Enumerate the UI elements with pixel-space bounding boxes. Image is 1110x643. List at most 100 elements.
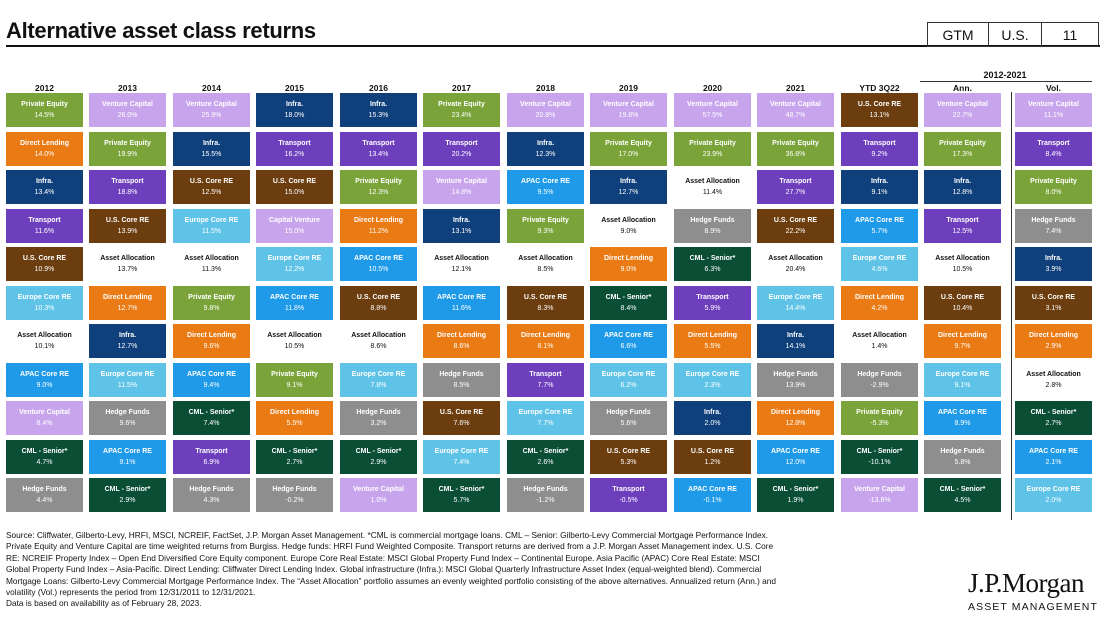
cell-asset-label: CML - Senior* bbox=[355, 447, 402, 455]
quilt-cell: Infra. 3.9% bbox=[1015, 247, 1092, 281]
period-header: 2012-2021 bbox=[983, 70, 1027, 80]
cell-asset-label: Europe Core RE bbox=[17, 293, 72, 301]
cell-asset-label: Hedge Funds bbox=[189, 486, 234, 493]
cell-asset-label: Infra. bbox=[202, 139, 221, 147]
cell-return-value: 9.5% bbox=[537, 189, 554, 196]
cell-return-value: 4.6% bbox=[871, 266, 888, 273]
quilt-cell: CML - Senior* 6.3% bbox=[674, 247, 751, 281]
cell-return-value: 3.9% bbox=[1045, 266, 1062, 273]
cell-return-value: 10.5% bbox=[952, 266, 973, 273]
cell-return-value: 10.1% bbox=[34, 343, 55, 350]
quilt-cell: CML - Senior* 1.9% bbox=[757, 478, 834, 512]
footnote-line: Data is based on availability as of Febr… bbox=[6, 598, 202, 609]
cell-return-value: 23.4% bbox=[451, 112, 472, 119]
quilt-cell: APAC Core RE 6.6% bbox=[590, 324, 667, 358]
cell-return-value: 20.8% bbox=[535, 112, 556, 119]
cell-return-value: 7.7% bbox=[537, 381, 554, 389]
quilt-cell: Hedge Funds 8.5% bbox=[423, 362, 500, 397]
quilt-cell: Europe Core RE 12.2% bbox=[256, 247, 333, 281]
quilt-cell: Direct Lending 5.5% bbox=[256, 401, 333, 435]
cell-return-value: 7.4% bbox=[453, 458, 470, 466]
cell-return-value: 48.7% bbox=[785, 112, 806, 119]
cell-return-value: 8.8% bbox=[370, 304, 387, 312]
cell-return-value: 5.3% bbox=[620, 458, 637, 466]
quilt-cell: Europe Core RE 9.1% bbox=[924, 362, 1001, 397]
cell-asset-label: Europe Core RE bbox=[351, 370, 406, 378]
cell-asset-label: U.S. Core RE bbox=[773, 216, 818, 224]
cell-return-value: -1.2% bbox=[536, 497, 555, 504]
cell-return-value: 9.1% bbox=[286, 381, 303, 389]
quilt-cell: Europe Core RE 7.8% bbox=[340, 362, 417, 397]
cell-return-value: 7.8% bbox=[370, 381, 387, 389]
quilt-cell: Private Equity 8.0% bbox=[1015, 170, 1092, 204]
cell-asset-label: Infra. bbox=[35, 178, 54, 185]
cell-return-value: -0.1% bbox=[703, 497, 722, 504]
quilt-cell: Venture Capital 1.0% bbox=[340, 478, 417, 512]
quilt-cell: U.S. Core RE 12.5% bbox=[173, 170, 250, 204]
column-header: Vol. bbox=[1046, 83, 1061, 93]
cell-return-value: 15.5% bbox=[201, 150, 222, 158]
cell-asset-label: Infra. bbox=[452, 216, 471, 224]
cell-return-value: -13.6% bbox=[868, 497, 891, 504]
cell-asset-label: Europe Core RE bbox=[100, 370, 155, 378]
quilt-cell: Europe Core RE 11.5% bbox=[89, 362, 166, 397]
quilt-cell: Venture Capital 11.1% bbox=[1015, 93, 1092, 127]
cell-return-value: 8.4% bbox=[620, 304, 637, 312]
cell-asset-label: Venture Capital bbox=[353, 486, 404, 493]
cell-asset-label: U.S. Core RE bbox=[189, 178, 234, 185]
quilt-cell: Hedge Funds 8.9% bbox=[674, 208, 751, 243]
cell-asset-label: CML - Senior* bbox=[856, 447, 903, 455]
cell-return-value: 18.8% bbox=[117, 189, 138, 196]
cell-asset-label: Private Equity bbox=[689, 139, 736, 147]
cell-return-value: 14.5% bbox=[34, 112, 55, 119]
cell-return-value: 8.9% bbox=[704, 227, 721, 235]
cell-asset-label: Europe Core RE bbox=[267, 255, 322, 262]
quilt-cell: APAC Core RE 8.9% bbox=[924, 401, 1001, 435]
quilt-cell: Infra. 12.7% bbox=[89, 324, 166, 358]
cell-return-value: 11.8% bbox=[284, 304, 305, 312]
quilt-cell: Hedge Funds -1.2% bbox=[507, 478, 584, 512]
cell-asset-label: CML - Senior* bbox=[21, 447, 68, 455]
cell-asset-label: Europe Core RE bbox=[184, 216, 239, 224]
quilt-cell: APAC Core RE 9.4% bbox=[173, 362, 250, 397]
cell-return-value: 2.9% bbox=[119, 497, 136, 504]
quilt-cell: Direct Lending 9.7% bbox=[924, 324, 1001, 358]
quilt-cell: Hedge Funds 7.4% bbox=[1015, 208, 1092, 243]
cell-return-value: 8.1% bbox=[537, 343, 554, 350]
quilt-cell: CML - Senior* 2.9% bbox=[89, 478, 166, 512]
cell-return-value: 2.7% bbox=[1045, 420, 1062, 427]
cell-return-value: 13.1% bbox=[451, 227, 472, 235]
cell-return-value: 12.0% bbox=[785, 458, 806, 466]
quilt-cell: Private Equity 9.3% bbox=[507, 208, 584, 243]
cell-return-value: 16.2% bbox=[284, 150, 305, 158]
cell-return-value: 13.4% bbox=[34, 189, 55, 196]
cell-asset-label: Transport bbox=[863, 139, 896, 147]
cell-asset-label: U.S. Core RE bbox=[105, 216, 150, 224]
cell-return-value: 9.0% bbox=[620, 227, 637, 235]
page-number-badge: 11 bbox=[1062, 26, 1078, 43]
column-header: Ann. bbox=[953, 83, 972, 93]
cell-return-value: 9.1% bbox=[954, 381, 971, 389]
cell-asset-label: CML - Senior* bbox=[772, 486, 819, 493]
quilt-cell: Hedge Funds 5.6% bbox=[590, 401, 667, 435]
cell-asset-label: Asset Allocation bbox=[351, 332, 406, 339]
quilt-cell: Direct Lending 2.9% bbox=[1015, 324, 1092, 358]
cell-asset-label: Transport bbox=[612, 486, 645, 493]
cell-return-value: 3.2% bbox=[370, 420, 387, 427]
cell-return-value: 14.4% bbox=[785, 304, 806, 312]
quilt-cell: Private Equity 17.0% bbox=[590, 131, 667, 166]
cell-return-value: 20.2% bbox=[451, 150, 472, 158]
cell-asset-label: Transport bbox=[779, 178, 812, 185]
cell-return-value: 5.5% bbox=[704, 343, 721, 350]
cell-return-value: 10.5% bbox=[368, 266, 389, 273]
cell-asset-label: Direct Lending bbox=[186, 332, 236, 339]
cell-asset-label: APAC Core RE bbox=[604, 332, 653, 339]
cell-asset-label: Asset Allocation bbox=[601, 216, 656, 224]
quilt-cell: Transport 16.2% bbox=[256, 131, 333, 166]
cell-return-value: 11.3% bbox=[201, 266, 222, 273]
cell-return-value: 17.3% bbox=[952, 150, 973, 158]
cell-return-value: 9.1% bbox=[119, 458, 136, 466]
footnote-line: Source: Cliffwater, Gilberto-Levy, HRFI,… bbox=[6, 530, 769, 540]
cell-asset-label: Hedge Funds bbox=[940, 447, 985, 455]
cell-return-value: 9.6% bbox=[119, 420, 136, 427]
